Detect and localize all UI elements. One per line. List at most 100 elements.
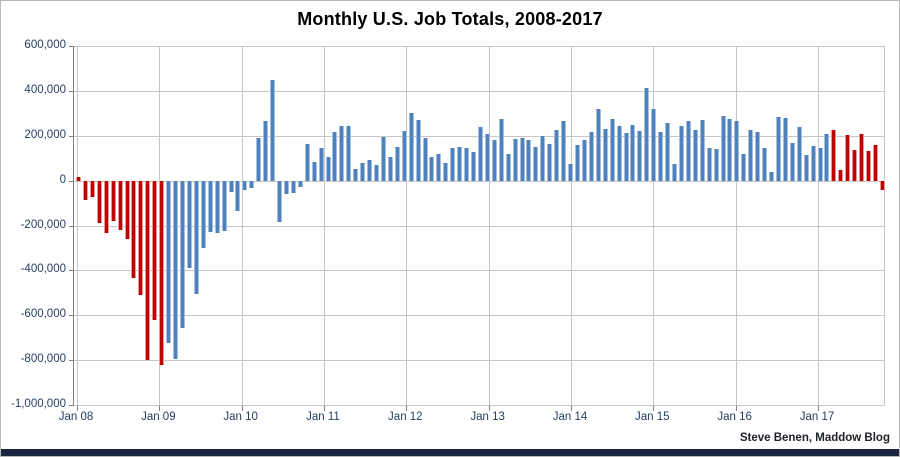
bar	[200, 180, 206, 248]
v-gridline	[653, 46, 655, 405]
y-tick	[69, 315, 74, 316]
bar	[692, 130, 698, 181]
bar	[159, 180, 165, 365]
x-tick	[406, 406, 408, 411]
bar	[699, 120, 705, 181]
bar	[186, 180, 192, 269]
bar	[346, 125, 352, 181]
bar	[554, 130, 560, 181]
bar	[450, 148, 456, 181]
y-tick	[69, 91, 74, 92]
bar	[235, 180, 241, 211]
bar	[374, 164, 379, 181]
y-axis-label: -200,000	[20, 219, 66, 231]
bar	[277, 180, 282, 223]
bar	[762, 148, 768, 181]
bar	[665, 123, 670, 181]
y-axis-label: 200,000	[24, 129, 66, 141]
bar	[817, 147, 823, 181]
bar	[401, 131, 407, 181]
bar	[872, 144, 878, 181]
bar	[588, 131, 594, 181]
bar	[755, 131, 761, 181]
bar	[263, 121, 269, 181]
bar	[394, 147, 400, 181]
bar	[824, 133, 830, 181]
bar	[720, 115, 726, 181]
attribution-text: Steve Benen, Maddow Blog	[739, 432, 890, 444]
y-tick	[69, 226, 74, 227]
bar	[568, 164, 573, 181]
bar	[602, 129, 608, 181]
bar	[138, 180, 144, 295]
bar	[706, 148, 712, 181]
bar	[82, 180, 88, 200]
bar	[685, 121, 691, 181]
bar	[443, 162, 449, 181]
x-axis-label: Jan 14	[552, 411, 588, 423]
v-gridline	[570, 46, 572, 405]
y-axis-label: 0	[59, 174, 66, 186]
bar	[89, 180, 95, 198]
x-tick	[653, 406, 655, 411]
y-tick	[69, 270, 74, 271]
bar	[249, 180, 255, 189]
y-axis-label: -400,000	[20, 263, 66, 275]
bar	[879, 180, 885, 190]
bar	[623, 132, 629, 181]
h-gridline	[74, 46, 885, 47]
bottom-strip	[1, 449, 899, 456]
bar	[408, 113, 414, 181]
y-tick	[69, 181, 74, 182]
bar	[484, 133, 490, 181]
bar	[672, 163, 677, 181]
bar	[678, 125, 684, 181]
y-axis-label: -1,000,000	[11, 398, 66, 410]
bar	[505, 153, 511, 181]
bar	[561, 120, 567, 181]
bar	[464, 147, 470, 181]
bar	[325, 157, 331, 181]
bar	[152, 180, 158, 320]
h-gridline	[74, 226, 885, 227]
h-gridline	[74, 91, 885, 92]
bar	[318, 148, 324, 181]
y-axis-label: 600,000	[24, 39, 66, 51]
bar	[270, 79, 275, 181]
bar	[304, 143, 310, 181]
bar	[575, 144, 580, 181]
bar	[658, 132, 664, 181]
bar	[256, 138, 262, 181]
x-tick	[488, 406, 490, 411]
bar	[221, 180, 227, 232]
bar	[103, 180, 109, 234]
v-gridline	[241, 46, 243, 405]
bar	[741, 154, 747, 181]
bar	[852, 150, 858, 181]
bar	[547, 143, 553, 181]
y-axis-label: 400,000	[24, 84, 66, 96]
bar	[283, 180, 289, 195]
bar	[831, 130, 837, 181]
bar	[387, 157, 393, 181]
bar	[339, 125, 345, 181]
bar	[796, 127, 802, 181]
x-tick	[735, 406, 737, 411]
bar	[311, 161, 317, 181]
bar	[110, 180, 116, 221]
x-axis-label: Jan 09	[141, 411, 176, 423]
bar	[616, 125, 622, 181]
bar	[644, 88, 650, 181]
bar	[297, 180, 303, 188]
bar	[512, 139, 518, 181]
x-axis-label: Jan 13	[470, 411, 505, 423]
y-axis-label: -800,000	[20, 353, 66, 365]
bar	[713, 149, 719, 181]
bar	[166, 180, 172, 344]
bar	[845, 135, 851, 181]
bar	[595, 108, 601, 181]
bar	[380, 136, 386, 181]
x-tick	[570, 406, 572, 411]
bar	[498, 118, 504, 181]
